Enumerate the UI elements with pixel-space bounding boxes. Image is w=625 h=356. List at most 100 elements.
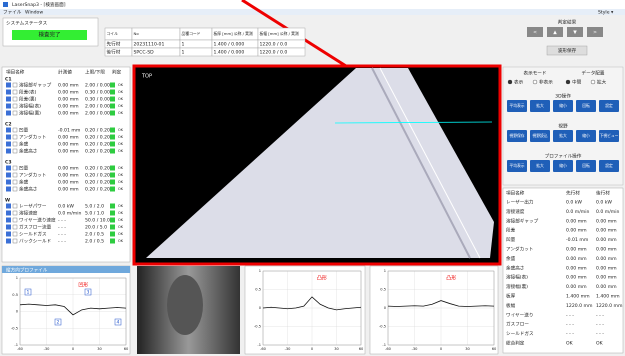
blue-button-label[interactable]: 拡大 — [536, 103, 544, 108]
radio-label[interactable]: 表示 — [514, 79, 524, 86]
save-button-label[interactable]: 波形保存 — [558, 47, 577, 54]
result-cell: 余盛高さ — [506, 264, 524, 271]
item-name: ワイヤー送り速度 — [19, 217, 56, 224]
item-judge: OK — [118, 97, 124, 101]
item-icon — [6, 149, 11, 154]
group-title: C1 — [5, 77, 12, 83]
result-cell: 板幅 — [506, 302, 516, 309]
item-judge: OK — [118, 173, 124, 177]
checkbox[interactable] — [13, 90, 17, 94]
style-menu[interactable]: Style ▾ — [598, 10, 614, 16]
blue-button-label[interactable]: 拡大 — [559, 133, 567, 138]
result-cell: 溶接速度 — [506, 208, 525, 215]
checkbox[interactable] — [13, 187, 17, 191]
item-limits: 0.20 / 0.20 — [85, 142, 110, 148]
marker-label: 3 — [87, 290, 90, 296]
checkbox[interactable] — [13, 135, 17, 139]
blue-button-label[interactable]: 設定 — [605, 103, 613, 108]
radio-label[interactable]: 拡大 — [597, 79, 607, 86]
blue-button-label[interactable]: 視野読込 — [532, 133, 547, 138]
result-cell: シールドガス — [506, 330, 534, 337]
item-limits: 0.20 / 0.20 — [85, 166, 110, 172]
item-name: 余盛 — [19, 179, 29, 186]
item-limits: 0.20 / 0.20 — [85, 149, 110, 155]
menu-item[interactable]: ファイル — [3, 10, 22, 16]
table-cell-text: 1.400 / 0.000 — [214, 42, 245, 48]
item-limits: 0.20 / 0.20 — [85, 180, 110, 186]
radio-title: 表示モード — [524, 70, 547, 77]
item-judge: OK — [118, 225, 124, 229]
table-cell — [180, 40, 212, 48]
blue-button-label[interactable]: 平均表示 — [509, 103, 524, 108]
checkbox[interactable] — [13, 218, 17, 222]
checkbox[interactable] — [13, 173, 17, 177]
x-tick-label: -60 — [385, 347, 392, 351]
item-judge: OK — [118, 211, 124, 215]
table-header: 品種コード — [182, 31, 201, 36]
result-cell: 0.0 kW — [566, 200, 582, 206]
y-tick-label: 1 — [259, 269, 261, 273]
result-cell: 板厚 — [506, 293, 516, 300]
item-icon — [6, 97, 11, 102]
item-value: - - - — [58, 226, 66, 231]
item-icon — [6, 111, 11, 116]
table-header: No — [134, 31, 140, 36]
result-cell: 総合判定 — [506, 340, 525, 347]
checkbox[interactable] — [13, 232, 17, 236]
checkbox[interactable] — [13, 97, 17, 101]
checkbox[interactable] — [13, 211, 17, 215]
checkbox[interactable] — [13, 180, 17, 184]
item-judge: OK — [118, 104, 124, 108]
checkbox[interactable] — [13, 128, 17, 132]
item-judge: OK — [118, 180, 124, 184]
radio[interactable] — [591, 80, 595, 84]
radio[interactable] — [508, 80, 512, 84]
blue-button-label[interactable]: 拡大 — [536, 163, 544, 168]
result-cell: 0.00 mm — [566, 228, 587, 234]
title-bar — [0, 0, 625, 9]
checkbox[interactable] — [13, 166, 17, 170]
judge-lamp — [110, 173, 115, 178]
blue-button-label[interactable]: 回転 — [582, 103, 590, 108]
nav-button-label[interactable]: ▲ — [553, 31, 557, 36]
blue-button-label[interactable]: 設定 — [605, 163, 613, 168]
table-cell-text: 20231110-01 — [134, 42, 165, 48]
checkbox[interactable] — [13, 204, 17, 208]
blue-button-label[interactable]: 回転 — [582, 163, 590, 168]
result-header: 後行材 — [596, 190, 610, 197]
item-limits: 0.20 / 0.20 — [85, 187, 110, 193]
radio[interactable] — [533, 80, 537, 84]
checkbox[interactable] — [13, 239, 17, 243]
blue-button-label[interactable]: 縮小 — [559, 163, 567, 168]
checkbox[interactable] — [13, 149, 17, 153]
result-cell: 凹量 — [506, 236, 516, 243]
nav-button-label[interactable]: ▼ — [573, 31, 577, 36]
menu-item[interactable]: Window — [25, 10, 43, 16]
table-cell-text: 1220.0 / 0.0 — [260, 50, 288, 56]
radio-label[interactable]: 中間 — [572, 79, 582, 86]
result-cell: 0.00 mm — [566, 247, 587, 253]
checkbox[interactable] — [13, 83, 17, 87]
checkbox[interactable] — [13, 111, 17, 115]
table-cell — [180, 48, 212, 56]
checkbox[interactable] — [13, 142, 17, 146]
checkbox[interactable] — [13, 225, 17, 229]
blue-button-label[interactable]: 視野保存 — [509, 133, 524, 138]
item-judge: OK — [118, 218, 124, 222]
blue-button-label[interactable]: 平均表示 — [509, 163, 524, 168]
y-tick-label: -0.5 — [254, 325, 261, 329]
radio-label[interactable]: 非表示 — [539, 79, 553, 86]
item-value: 0.0 m/min — [58, 211, 82, 217]
item-icon — [6, 173, 11, 178]
radio[interactable] — [566, 80, 570, 84]
checkbox[interactable] — [13, 104, 17, 108]
item-icon — [6, 211, 11, 216]
judge-lamp — [110, 180, 115, 185]
nav-button-label[interactable]: > — [593, 30, 597, 36]
nav-button-label[interactable]: < — [533, 30, 537, 36]
blue-button-label[interactable]: 下視ビュー — [600, 133, 619, 138]
blue-button-label[interactable]: 縮小 — [582, 133, 590, 138]
radio-title: データ配置 — [582, 70, 605, 77]
blue-button-label[interactable]: 縮小 — [559, 103, 567, 108]
item-judge: OK — [118, 142, 124, 146]
